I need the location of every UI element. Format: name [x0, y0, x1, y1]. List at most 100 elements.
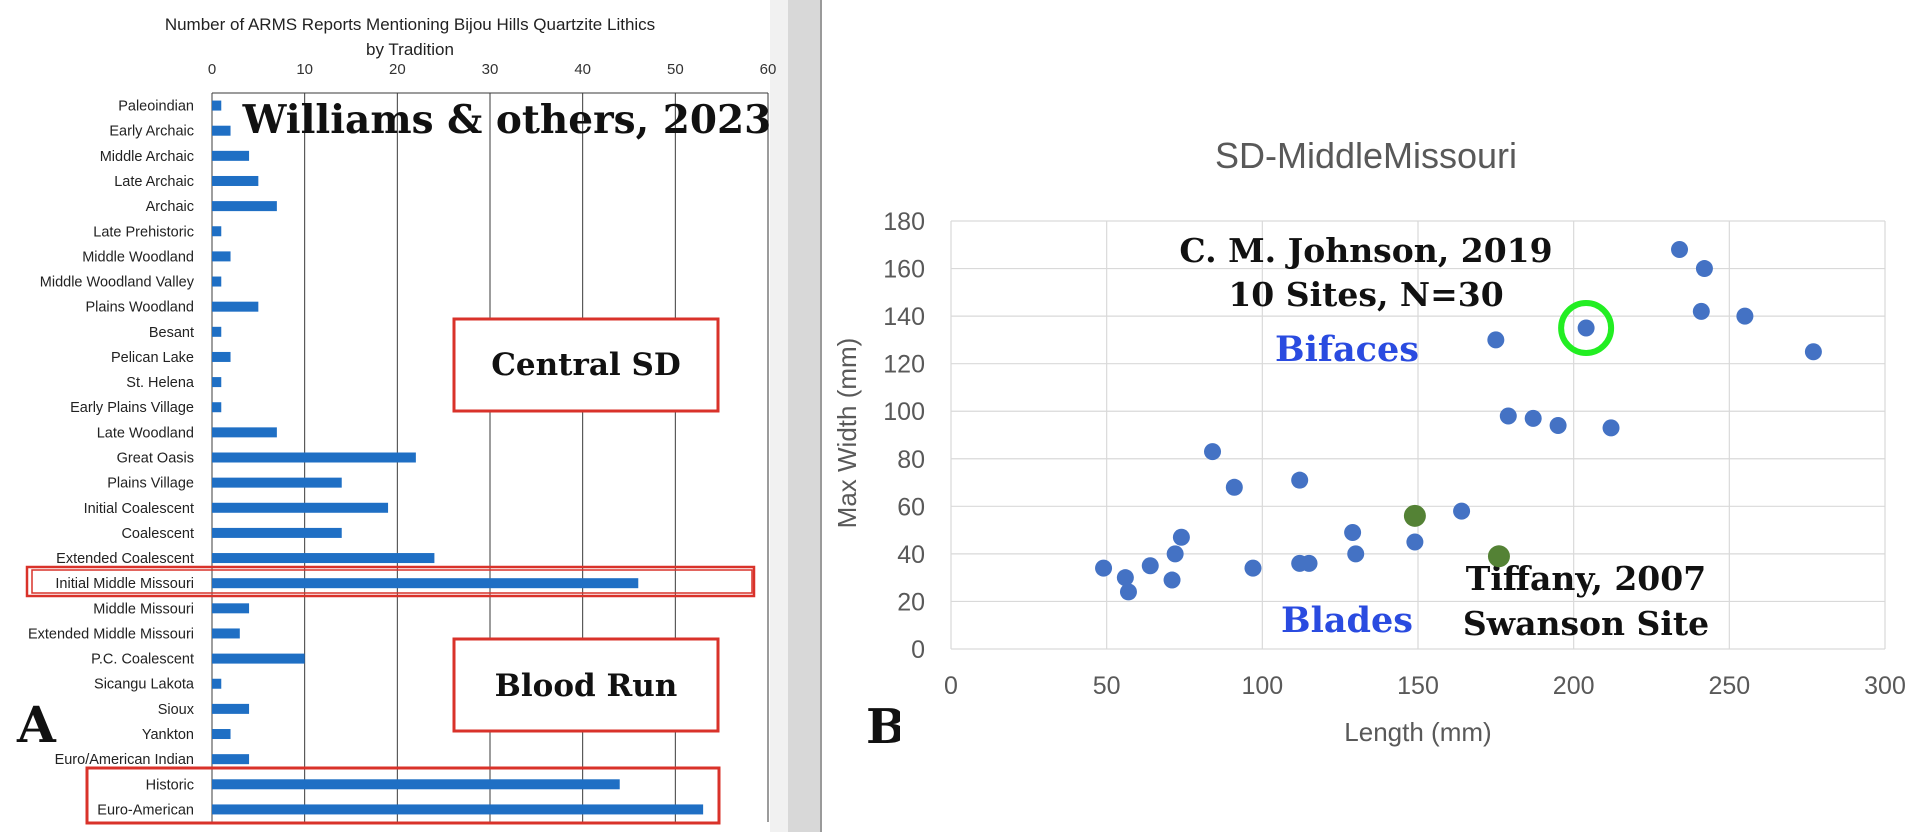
chart-a-title: Number of ARMS Reports Mentioning Bijou …: [165, 15, 655, 34]
citation-williams: Williams & others, 2023: [242, 97, 772, 143]
highlight-ring: [1558, 300, 1615, 356]
category-label-late-woodland: Late Woodland: [97, 425, 194, 441]
category-label-middle-archaic: Middle Archaic: [100, 149, 194, 165]
bar-euro-american-indian: [212, 754, 250, 765]
bar-chart-panel-a: Number of ARMS Reports Mentioning Bijou …: [16, 0, 822, 832]
chart-b-y-tick-label: 160: [883, 256, 925, 284]
chart-b-y-tick-label: 80: [897, 446, 925, 474]
scatter-point: [1524, 409, 1542, 427]
chart-b-x-tick-labels: 0 50 100 150 200 250 300: [944, 672, 1906, 700]
category-label-late-prehistoric: Late Prehistoric: [93, 224, 194, 240]
chart-a-tick-label: 20: [389, 61, 406, 78]
bar-paleoindian: [212, 100, 222, 111]
category-label-euro-american-indian: Euro/American Indian: [55, 752, 194, 768]
bar-besant: [212, 326, 222, 337]
highlight-box-historic-euro-american: [85, 766, 721, 825]
scatter-point-green: [1487, 545, 1510, 568]
scatter-point: [1166, 545, 1184, 563]
bar-historic: [212, 779, 620, 790]
bar-initial-coalescent: [212, 502, 389, 513]
category-label-archaic: Archaic: [146, 199, 194, 215]
bar-late-archaic: [212, 175, 259, 186]
panel-a: Number of ARMS Reports Mentioning Bijou …: [0, 0, 822, 832]
chart-b-y-tick-labels: 0 20 40 60 80 100 120 140 160 180: [883, 208, 925, 664]
category-label-plains-woodland: Plains Woodland: [85, 300, 194, 316]
chart-b-x-tick-label: 250: [1708, 672, 1750, 700]
category-label-p-c-coalescent: P.C. Coalescent: [91, 652, 194, 668]
citation-tiffany: Tiffany, 2007: [1466, 559, 1706, 598]
chart-b-title: SD-MiddleMissouri: [1215, 135, 1517, 176]
scatter-point: [1695, 260, 1713, 278]
chart-a-tick-label: 30: [482, 61, 499, 78]
category-label-extended-coalescent: Extended Coalescent: [56, 551, 194, 567]
chart-a-tick-label: 60: [760, 61, 777, 78]
scatter-point: [1119, 583, 1137, 601]
tiffany-swanson-site: Swanson Site: [1463, 604, 1709, 643]
chart-b-y-axis-label: Max Width (mm): [832, 338, 862, 529]
scatter-point: [1577, 319, 1595, 337]
central-sd-box: [452, 317, 720, 413]
chart-b-x-tick-label: 150: [1397, 672, 1439, 700]
chart-b-x-tick-label: 100: [1241, 672, 1283, 700]
category-label-pelican-lake: Pelican Lake: [111, 350, 194, 366]
scatter-point: [1406, 533, 1424, 551]
bar-plains-village: [212, 477, 342, 488]
bar-pelican-lake: [212, 351, 231, 362]
chart-b-y-tick-label: 100: [883, 398, 925, 426]
scatter-point: [1692, 302, 1710, 320]
chart-b-gridlines: [950, 220, 1886, 650]
bar-sioux: [212, 703, 250, 714]
bar-late-woodland: [212, 427, 277, 438]
scatter-point: [1344, 523, 1362, 541]
bar-plains-woodland: [212, 301, 259, 312]
bar-extended-coalescent: [212, 553, 435, 564]
scatter-point: [1141, 557, 1159, 575]
category-label-yankton: Yankton: [142, 727, 194, 743]
category-label-coalescent: Coalescent: [121, 526, 194, 542]
chart-a-tick-label: 0: [208, 61, 216, 78]
chart-b-x-tick-label: 300: [1864, 672, 1906, 700]
scatter-point: [1163, 571, 1181, 589]
chart-b-y-tick-label: 0: [911, 636, 925, 664]
blood-run-box: [452, 637, 720, 733]
central-sd-label: Central SD: [491, 347, 681, 383]
category-label-paleoindian: Paleoindian: [118, 99, 194, 115]
scatter-point: [1172, 528, 1190, 546]
scatter-point: [1453, 502, 1471, 520]
blood-run-label: Blood Run: [495, 668, 678, 704]
scatter-point: [1300, 554, 1318, 572]
bar-early-archaic: [212, 125, 231, 136]
bar-late-prehistoric: [212, 226, 222, 237]
chart-a-bars: [212, 100, 704, 815]
chart-b-x-tick-label: 50: [1093, 672, 1121, 700]
category-label-middle-woodland-valley: Middle Woodland Valley: [40, 275, 195, 291]
panel-label-b: B: [866, 699, 907, 755]
scatter-point: [1204, 443, 1222, 461]
chart-b-y-tick-label: 20: [897, 588, 925, 616]
category-label-extended-middle-missouri: Extended Middle Missouri: [28, 626, 194, 642]
category-label-initial-middle-missouri: Initial Middle Missouri: [55, 576, 194, 592]
chart-a-tick-label: 50: [667, 61, 684, 78]
blades-label: Blades: [1281, 600, 1413, 641]
chart-b-y-tick-label: 40: [897, 541, 925, 569]
bar-coalescent: [212, 527, 342, 538]
chart-a-tick-label: 40: [574, 61, 591, 78]
category-label-middle-woodland: Middle Woodland: [82, 249, 194, 265]
chart-b-y-tick-label: 120: [883, 351, 925, 379]
chart-b-highlight-ring: [1558, 300, 1615, 356]
category-label-sicangu-lakota: Sicangu Lakota: [94, 677, 195, 693]
chart-b-x-tick-label: 200: [1553, 672, 1595, 700]
scatter-point: [1804, 343, 1822, 361]
chart-b-y-tick-label: 60: [897, 493, 925, 521]
scatter-point-green: [1403, 504, 1426, 527]
highlight-box-initial-middle-missouri: [25, 565, 756, 598]
chart-a-category-labels: Paleoindian Early Archaic Middle Archaic La…: [28, 99, 195, 819]
bar-yankton: [212, 729, 231, 740]
scatter-point: [1499, 407, 1517, 425]
panel-b: SD-MiddleMissouri 0 20 40 60 80 100 120 140 160 1…: [822, 0, 1918, 832]
chart-b-points: [1095, 241, 1822, 601]
bar-p-c-coalescent: [212, 653, 305, 664]
category-label-early-plains-village: Early Plains Village: [70, 400, 194, 416]
category-label-early-archaic: Early Archaic: [109, 124, 194, 140]
scatter-point: [1225, 478, 1243, 496]
